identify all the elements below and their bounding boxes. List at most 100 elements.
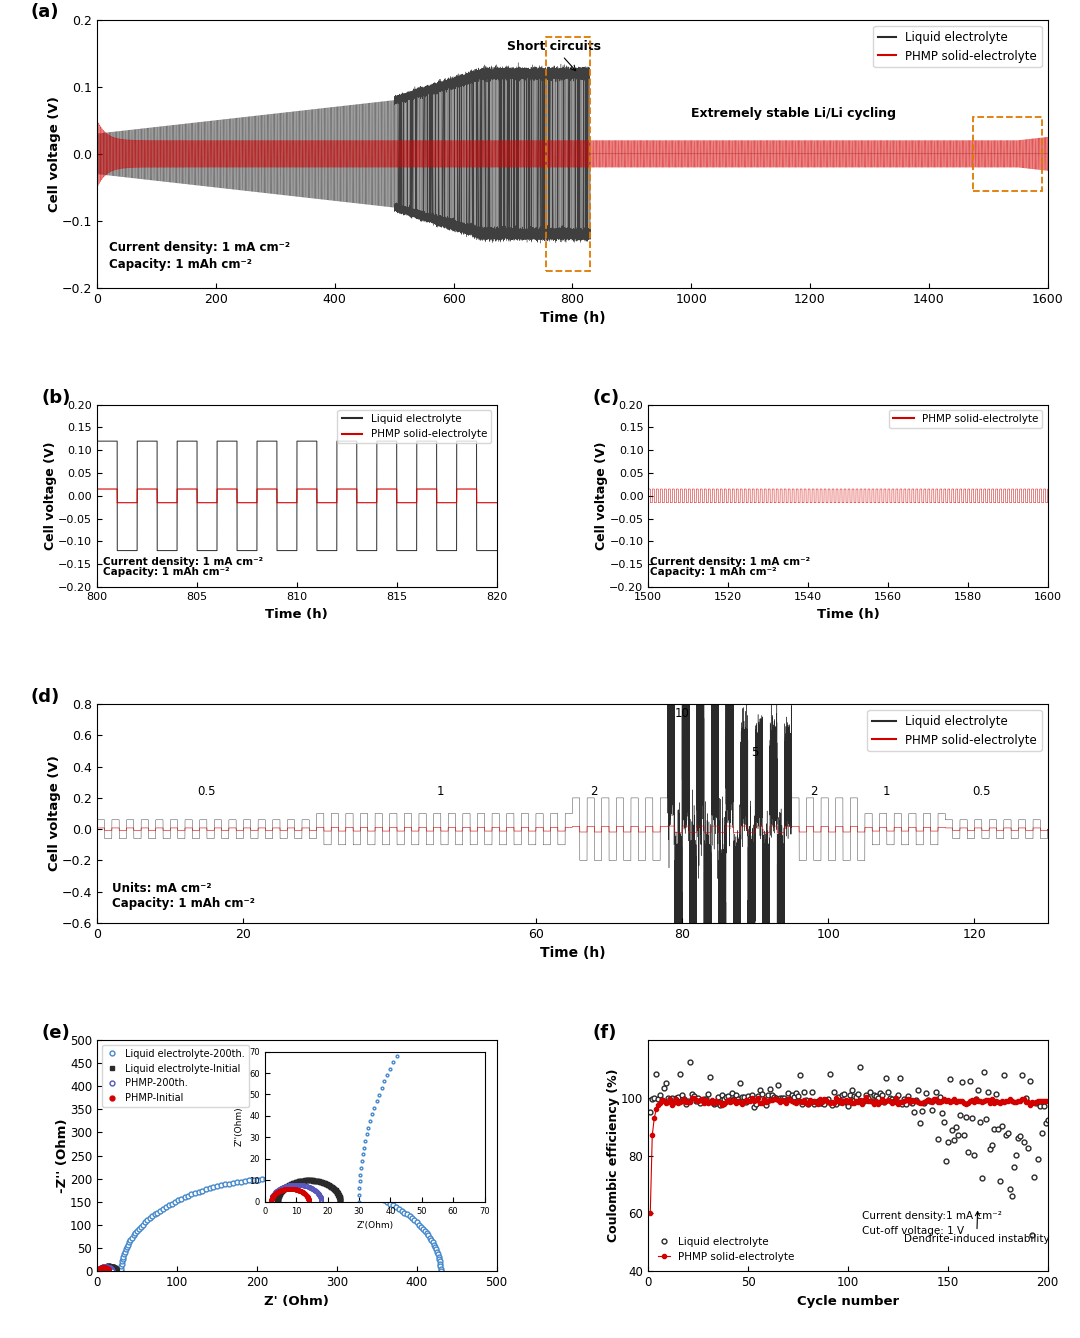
PHMP-200th.: [94, 1260, 107, 1276]
Liquid electrolyte-200th.: [148, 1207, 161, 1223]
Liquid electrolyte-200th.: [367, 1188, 380, 1204]
Text: Cut-off voltage: 1 V: Cut-off voltage: 1 V: [862, 1226, 964, 1235]
PHMP solid-electrolyte: [660, 1096, 673, 1112]
PHMP-Initial: [93, 1262, 106, 1278]
Line: Liquid electrolyte: Liquid electrolyte: [648, 1060, 1050, 1238]
PHMP-200th.: [98, 1259, 111, 1275]
Text: Extremely stable Li/Li cycling: Extremely stable Li/Li cycling: [691, 107, 896, 120]
Text: 0.5: 0.5: [973, 785, 991, 797]
X-axis label: Cycle number: Cycle number: [797, 1295, 899, 1307]
PHMP-200th.: [103, 1260, 116, 1276]
Text: 1: 1: [437, 785, 445, 797]
Liquid electrolyte-Initial: [96, 1260, 109, 1276]
Liquid electrolyte: [1025, 1227, 1038, 1243]
Text: Capacity: 1 mAh cm⁻²: Capacity: 1 mAh cm⁻²: [112, 898, 255, 910]
PHMP solid-electrolyte: [860, 1089, 873, 1105]
Liquid electrolyte-200th.: [434, 1256, 447, 1272]
Liquid electrolyte: [660, 1076, 673, 1092]
Legend: Liquid electrolyte-200th., Liquid electrolyte-Initial, PHMP-200th., PHMP-Initial: Liquid electrolyte-200th., Liquid electr…: [103, 1045, 249, 1108]
Text: (d): (d): [30, 688, 59, 706]
Liquid electrolyte-Initial: [110, 1263, 123, 1279]
Line: PHMP-200th.: PHMP-200th.: [96, 1264, 114, 1274]
Text: 1: 1: [883, 785, 891, 797]
X-axis label: Time (h): Time (h): [266, 607, 328, 621]
Text: (a): (a): [30, 4, 59, 21]
Text: Capacity: 1 mAh cm⁻²: Capacity: 1 mAh cm⁻²: [650, 567, 777, 577]
Liquid electrolyte: [684, 1054, 697, 1070]
Liquid electrolyte-200th.: [114, 1263, 127, 1279]
PHMP solid-electrolyte: [1023, 1097, 1036, 1113]
Legend: PHMP solid-electrolyte: PHMP solid-electrolyte: [889, 409, 1042, 428]
Line: Liquid electrolyte-Initial: Liquid electrolyte-Initial: [98, 1264, 119, 1274]
Liquid electrolyte: [667, 1093, 680, 1109]
Bar: [545, 36, 590, 270]
PHMP solid-electrolyte: [1041, 1093, 1054, 1109]
Text: 2: 2: [591, 785, 598, 797]
Liquid electrolyte-200th.: [434, 1263, 447, 1279]
Line: PHMP solid-electrolyte: PHMP solid-electrolyte: [648, 1096, 1050, 1215]
Line: PHMP-Initial: PHMP-Initial: [96, 1266, 111, 1274]
X-axis label: Z' (Ohm): Z' (Ohm): [265, 1295, 329, 1307]
Liquid electrolyte: [1023, 1073, 1036, 1089]
PHMP solid-electrolyte: [644, 1206, 657, 1222]
Y-axis label: Cell voltage (V): Cell voltage (V): [48, 756, 60, 871]
PHMP-200th.: [105, 1263, 118, 1279]
Liquid electrolyte-200th.: [168, 1193, 181, 1210]
Text: Capacity: 1 mAh cm⁻²: Capacity: 1 mAh cm⁻²: [109, 258, 252, 270]
Liquid electrolyte: [644, 1104, 657, 1120]
PHMP-Initial: [98, 1260, 111, 1276]
PHMP-Initial: [102, 1263, 114, 1279]
PHMP-200th.: [105, 1263, 118, 1279]
Liquid electrolyte-Initial: [110, 1263, 123, 1279]
X-axis label: Time (h): Time (h): [540, 946, 605, 961]
PHMP solid-electrolyte: [1009, 1093, 1022, 1109]
Liquid electrolyte-200th.: [272, 1171, 285, 1187]
Legend: Liquid electrolyte, PHMP solid-electrolyte: Liquid electrolyte, PHMP solid-electroly…: [867, 710, 1042, 752]
Text: (b): (b): [41, 389, 70, 407]
Liquid electrolyte-Initial: [108, 1260, 121, 1276]
Liquid electrolyte-Initial: [104, 1259, 117, 1275]
Y-axis label: Cell voltage (V): Cell voltage (V): [595, 442, 608, 550]
Text: (f): (f): [592, 1024, 617, 1042]
Text: 2: 2: [810, 785, 818, 797]
Text: (c): (c): [592, 389, 620, 407]
PHMP-Initial: [102, 1263, 114, 1279]
Liquid electrolyte-Initial: [94, 1263, 107, 1279]
Text: Current density: 1 mA cm⁻²: Current density: 1 mA cm⁻²: [104, 557, 264, 567]
PHMP-Initial: [99, 1260, 112, 1276]
PHMP-200th.: [92, 1263, 105, 1279]
PHMP solid-electrolyte: [718, 1096, 731, 1112]
Text: Dendrite-induced instability: Dendrite-induced instability: [904, 1212, 1050, 1244]
PHMP-Initial: [97, 1260, 110, 1276]
Liquid electrolyte-200th.: [306, 1172, 319, 1188]
Liquid electrolyte: [752, 1088, 765, 1104]
Liquid electrolyte-Initial: [102, 1259, 114, 1275]
PHMP-Initial: [94, 1260, 107, 1276]
Liquid electrolyte-200th.: [403, 1208, 416, 1224]
Text: 5: 5: [752, 745, 759, 759]
Text: Units: mA cm⁻²: Units: mA cm⁻²: [112, 882, 212, 895]
Text: Capacity: 1 mAh cm⁻²: Capacity: 1 mAh cm⁻²: [104, 567, 230, 577]
Legend: Liquid electrolyte, PHMP solid-electrolyte: Liquid electrolyte, PHMP solid-electroly…: [653, 1232, 799, 1266]
Text: 10: 10: [675, 706, 689, 720]
Liquid electrolyte: [1041, 1112, 1054, 1128]
PHMP-200th.: [104, 1260, 117, 1276]
Y-axis label: Cell voltage (V): Cell voltage (V): [44, 442, 57, 550]
Text: Current density:1 mA cm⁻²: Current density:1 mA cm⁻²: [862, 1211, 1002, 1222]
Y-axis label: Coulombic efficiency (%): Coulombic efficiency (%): [607, 1069, 620, 1242]
PHMP-200th.: [100, 1259, 113, 1275]
Text: (e): (e): [41, 1024, 70, 1042]
PHMP-Initial: [92, 1263, 105, 1279]
Text: Current density: 1 mA cm⁻²: Current density: 1 mA cm⁻²: [650, 557, 810, 567]
PHMP-Initial: [100, 1262, 113, 1278]
Text: Current density: 1 mA cm⁻²: Current density: 1 mA cm⁻²: [109, 241, 291, 254]
Y-axis label: -Z'' (Ohm): -Z'' (Ohm): [56, 1119, 69, 1192]
Text: 0.5: 0.5: [198, 785, 216, 797]
Legend: Liquid electrolyte, PHMP solid-electrolyte: Liquid electrolyte, PHMP solid-electroly…: [874, 25, 1042, 67]
Legend: Liquid electrolyte, PHMP solid-electrolyte: Liquid electrolyte, PHMP solid-electroly…: [337, 409, 491, 443]
X-axis label: Time (h): Time (h): [540, 310, 605, 325]
PHMP solid-electrolyte: [750, 1092, 762, 1108]
PHMP solid-electrolyte: [667, 1094, 680, 1111]
Text: Short circuits: Short circuits: [508, 40, 602, 71]
Y-axis label: Cell voltage (V): Cell voltage (V): [48, 96, 60, 211]
